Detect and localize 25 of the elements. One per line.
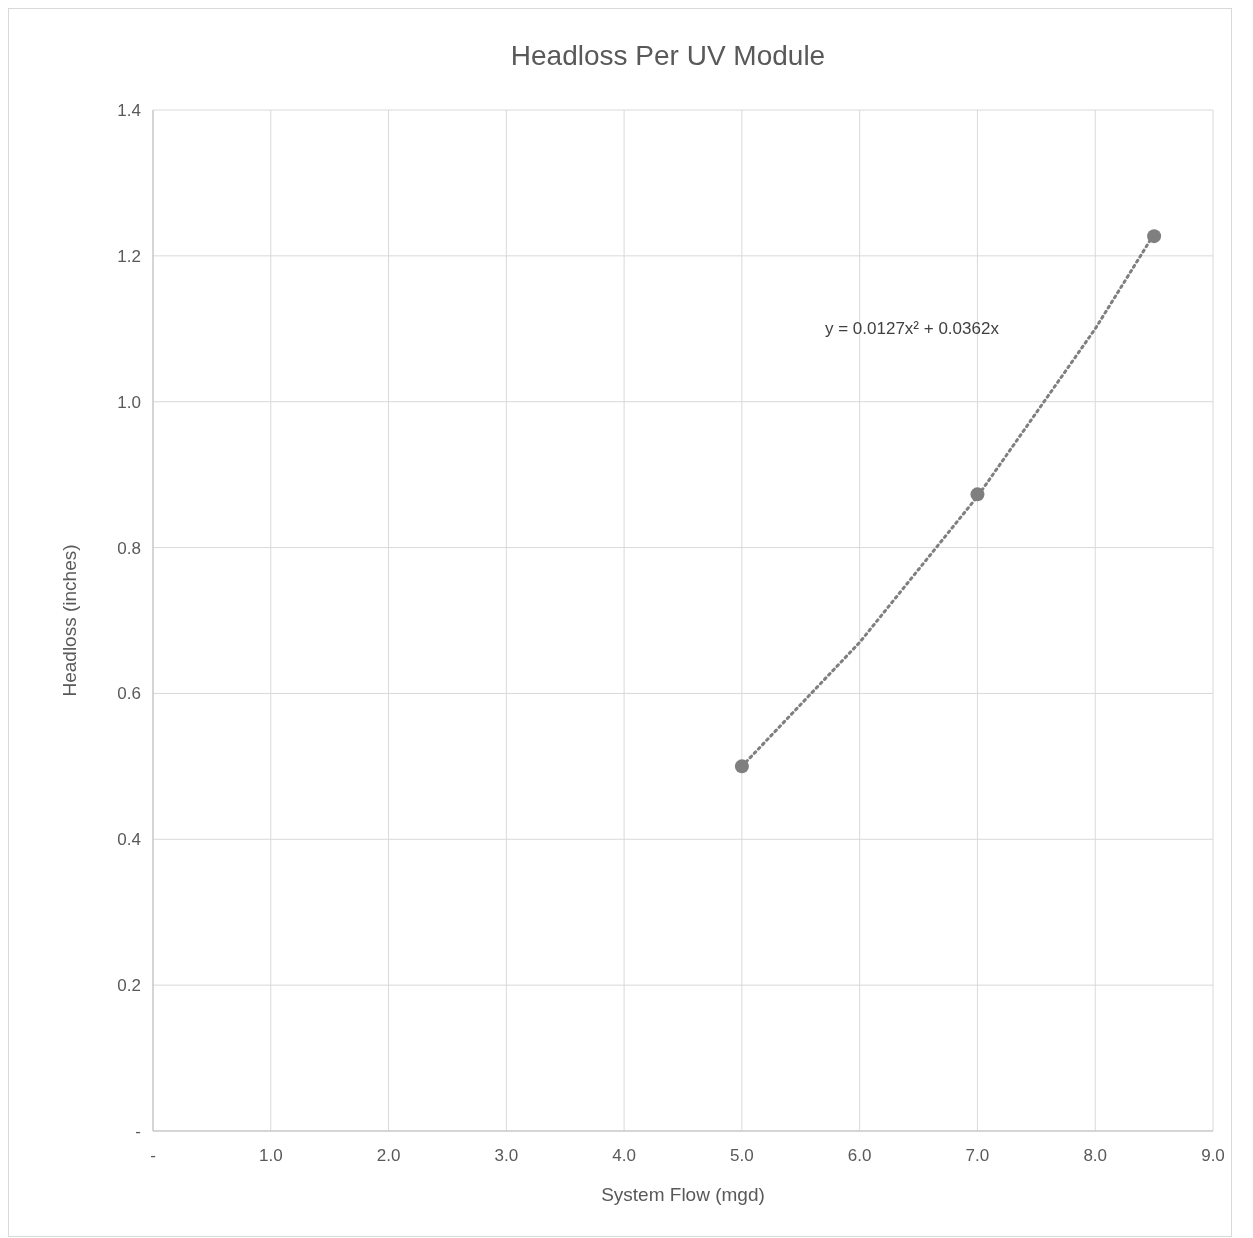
point: [970, 487, 985, 502]
chart-title: Headloss Per UV Module: [510, 40, 826, 71]
y-tick-label: -: [135, 1122, 141, 1141]
point: [1147, 229, 1162, 244]
x-tick-label: 1.0: [258, 1146, 283, 1165]
y-tick-label: 0.6: [117, 684, 141, 704]
y-tick-label: 1.0: [117, 392, 141, 412]
x-tick-label: 9.0: [1201, 1146, 1225, 1165]
x-tick-label: 8.0: [1083, 1146, 1108, 1165]
y-tick-label: 0.4: [117, 830, 141, 850]
x-tick-label: 2.0: [376, 1146, 401, 1165]
x-tick-label: 4.0: [612, 1146, 636, 1165]
x-tick-label: 3.0: [494, 1146, 519, 1165]
y-tick-label: 0.8: [117, 538, 141, 558]
annotation: y = 0.0127x² + 0.0362x: [825, 319, 1000, 338]
x-tick-label: 6.0: [847, 1146, 872, 1165]
y-tick-label: 1.4: [117, 101, 141, 120]
point: [734, 759, 749, 774]
x-tick-label: 5.0: [730, 1146, 754, 1165]
x-axis-title: System Flow (mgd): [601, 1184, 765, 1205]
y-tick-label: 1.2: [117, 246, 141, 266]
x-tick-label: -: [150, 1146, 156, 1165]
x-tick-label: 7.0: [965, 1146, 990, 1165]
y-tick-label: 0.2: [117, 976, 141, 996]
y-axis-title: Headloss (inches): [59, 544, 80, 697]
